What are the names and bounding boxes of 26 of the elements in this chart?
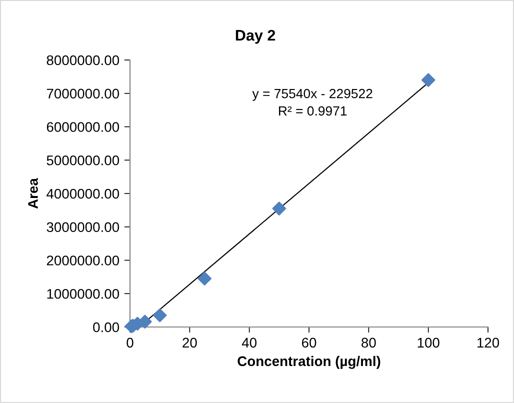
y-tick-label: 8000000.00 — [46, 55, 120, 66]
y-tick-label: 1000000.00 — [47, 288, 120, 299]
x-tick-label: 80 — [362, 338, 376, 348]
x-tick-label: 40 — [242, 338, 257, 348]
point — [152, 308, 167, 322]
point — [138, 314, 152, 329]
annotation: y = 75540x - 229522 — [252, 88, 372, 101]
x-tick-label: 100 — [418, 338, 440, 348]
x-axis-title: Concentration (µg/ml) — [238, 356, 380, 369]
y-axis-title: Area — [28, 178, 38, 209]
y-tick-label: 7000000.00 — [46, 88, 120, 99]
annotation: R² = 0.9971 — [279, 106, 347, 116]
y-tick-label: 6000000.00 — [46, 122, 120, 132]
x-tick-label: 20 — [182, 338, 197, 348]
chart-title: Day 2 — [236, 30, 276, 44]
x-tick-label: 0 — [126, 338, 134, 348]
x-tick-label: 120 — [477, 338, 500, 348]
point — [421, 73, 436, 87]
point — [272, 202, 286, 216]
y-tick-label: 3000000.00 — [46, 222, 120, 232]
x-tick-label: 60 — [302, 338, 316, 348]
point — [198, 272, 212, 286]
y-tick-label: 4000000.00 — [46, 188, 120, 199]
y-tick-label: 2000000.00 — [46, 256, 120, 266]
y-tick-label: 5000000.00 — [46, 155, 120, 166]
y-tick-label: 0.00 — [93, 322, 120, 332]
